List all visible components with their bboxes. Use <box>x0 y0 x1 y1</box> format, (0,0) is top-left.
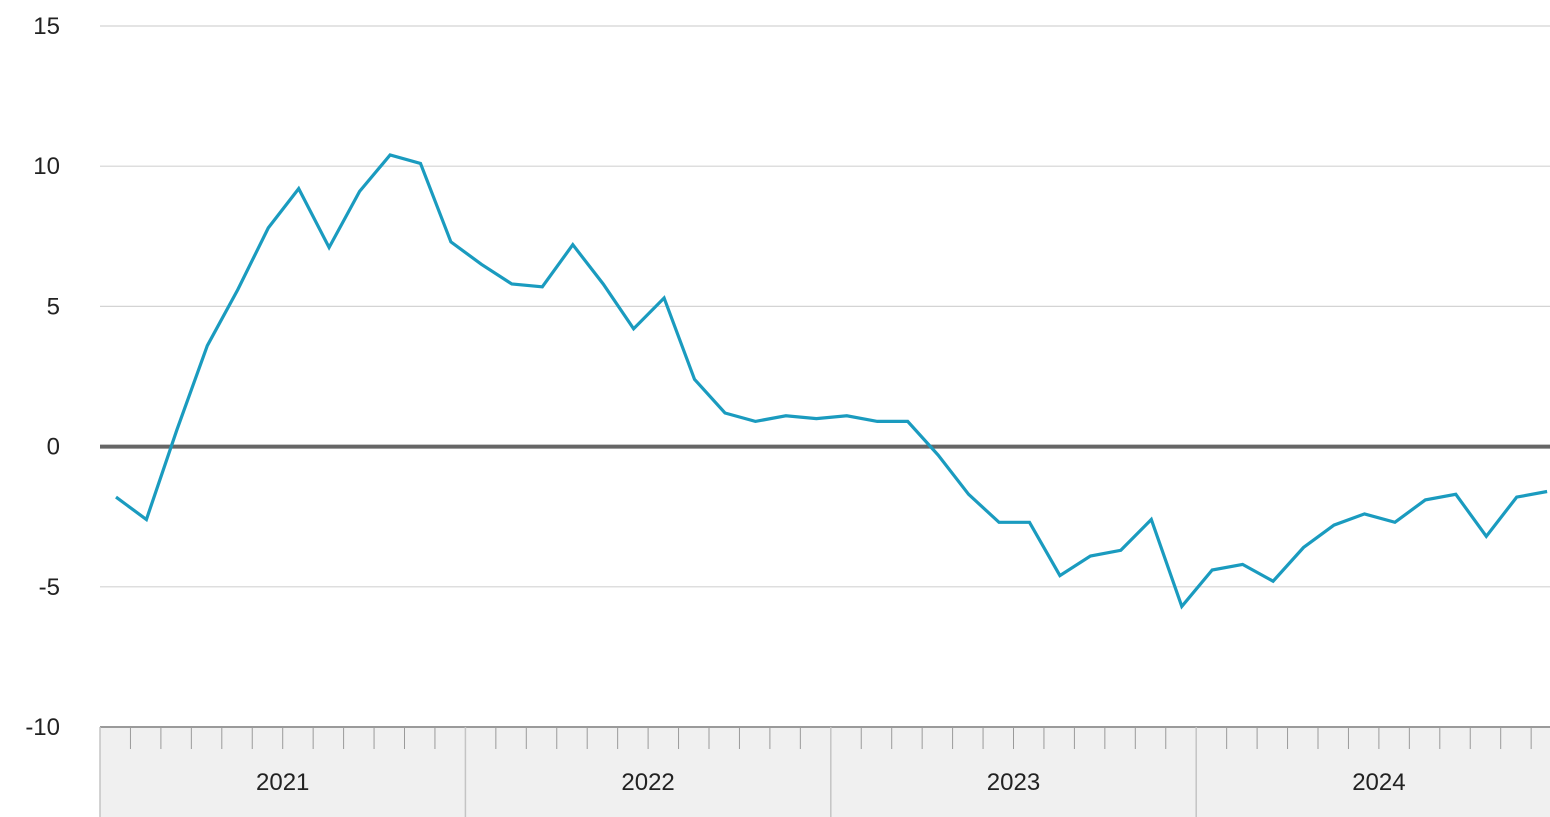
y-tick-label: -10 <box>25 714 60 741</box>
x-axis: 2021 2022 2023 2024 <box>99 726 1550 817</box>
gridlines <box>100 25 1550 588</box>
x-axis-band <box>100 727 1550 817</box>
x-year-label: 2022 <box>621 769 674 796</box>
x-year-label: 2021 <box>256 769 309 796</box>
y-tick-label: 15 <box>33 13 60 40</box>
series-layer <box>115 153 1548 610</box>
y-tick-label: -5 <box>39 574 60 601</box>
y-tick-label: 0 <box>47 434 60 461</box>
series-line <box>115 153 1548 610</box>
x-year-label: 2024 <box>1352 769 1405 796</box>
x-year-label: 2023 <box>987 769 1040 796</box>
y-tick-label: 10 <box>33 153 60 180</box>
y-tick-label: 5 <box>47 293 60 320</box>
y-axis-tick-labels: 15 10 5 0 -5 -10 <box>25 13 60 741</box>
